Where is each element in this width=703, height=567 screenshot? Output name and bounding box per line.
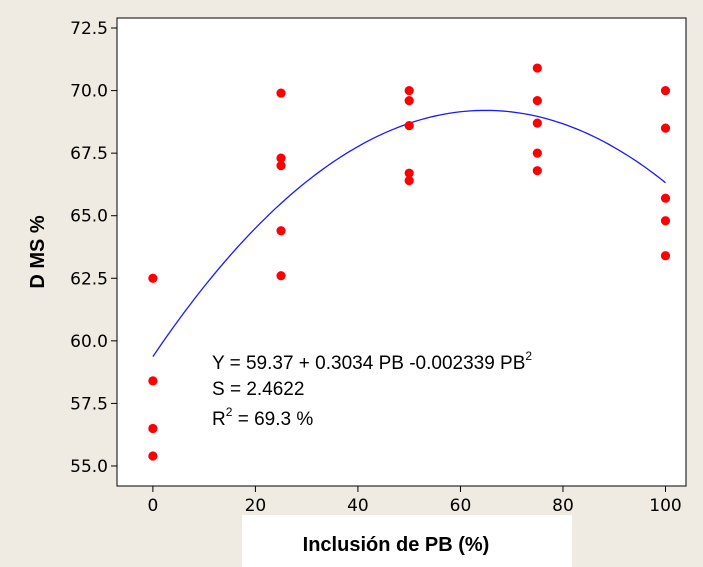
r2-prefix: R bbox=[212, 409, 226, 430]
y-tick-label: 67.5 bbox=[70, 144, 108, 164]
x-tick-label: 80 bbox=[552, 496, 574, 516]
data-point bbox=[148, 423, 158, 434]
data-point bbox=[148, 451, 158, 461]
data-point bbox=[276, 226, 286, 236]
data-point bbox=[276, 161, 286, 171]
y-tick-label: 70.0 bbox=[70, 82, 108, 102]
data-point bbox=[532, 95, 542, 106]
data-point bbox=[276, 271, 286, 281]
data-point bbox=[148, 376, 158, 386]
data-point bbox=[532, 63, 542, 73]
data-points bbox=[148, 63, 671, 461]
data-point bbox=[276, 88, 286, 98]
data-point bbox=[660, 193, 671, 203]
data-point bbox=[276, 153, 286, 163]
data-point bbox=[532, 166, 542, 176]
y-tick-label: 62.5 bbox=[70, 269, 108, 289]
x-tick-label: 0 bbox=[147, 496, 158, 516]
data-point bbox=[148, 273, 158, 283]
s-value-text: S = 2.4622 bbox=[212, 379, 304, 400]
regression-annotation: Y = 59.37 + 0.3034 PB -0.002339 PB2 S = … bbox=[212, 349, 532, 430]
data-point bbox=[660, 216, 671, 226]
equation-main: Y = 59.37 + 0.3034 PB -0.002339 PB bbox=[212, 353, 525, 374]
y-tick-label: 72.5 bbox=[70, 19, 108, 39]
data-point bbox=[660, 251, 671, 261]
y-axis: 55.0 57.5 60.0 62.5 65.0 67.5 70.0 72.5 bbox=[70, 19, 117, 477]
equation-text: Y = 59.37 + 0.3034 PB -0.002339 PB2 bbox=[212, 349, 532, 374]
data-point bbox=[660, 85, 671, 96]
y-tick-label: 65.0 bbox=[70, 207, 108, 227]
data-point bbox=[532, 118, 542, 128]
x-tick-label: 40 bbox=[347, 496, 369, 516]
x-axis: 0 20 40 60 80 100 bbox=[147, 486, 682, 516]
data-point bbox=[404, 85, 414, 96]
y-axis-title: D MS % bbox=[27, 215, 49, 289]
y-tick-label: 57.5 bbox=[70, 394, 108, 414]
y-tick-label: 60.0 bbox=[70, 332, 108, 352]
xlabel-box bbox=[242, 515, 572, 567]
x-tick-label: 20 bbox=[245, 496, 267, 516]
r2-rest: = 69.3 % bbox=[232, 409, 313, 430]
x-axis-title: Inclusión de PB (%) bbox=[303, 534, 490, 556]
r-squared-text: R2 = 69.3 % bbox=[212, 405, 313, 430]
y-tick-label: 55.0 bbox=[70, 457, 108, 477]
data-point bbox=[660, 123, 671, 133]
x-tick-label: 100 bbox=[649, 496, 681, 516]
x-tick-label: 60 bbox=[450, 496, 472, 516]
data-point bbox=[404, 121, 414, 131]
data-point bbox=[404, 168, 414, 178]
plot-area bbox=[116, 17, 687, 487]
equation-superscript: 2 bbox=[525, 349, 532, 363]
data-point bbox=[404, 176, 414, 186]
r2-superscript: 2 bbox=[226, 405, 233, 419]
data-point bbox=[404, 95, 414, 106]
data-point bbox=[532, 148, 542, 158]
